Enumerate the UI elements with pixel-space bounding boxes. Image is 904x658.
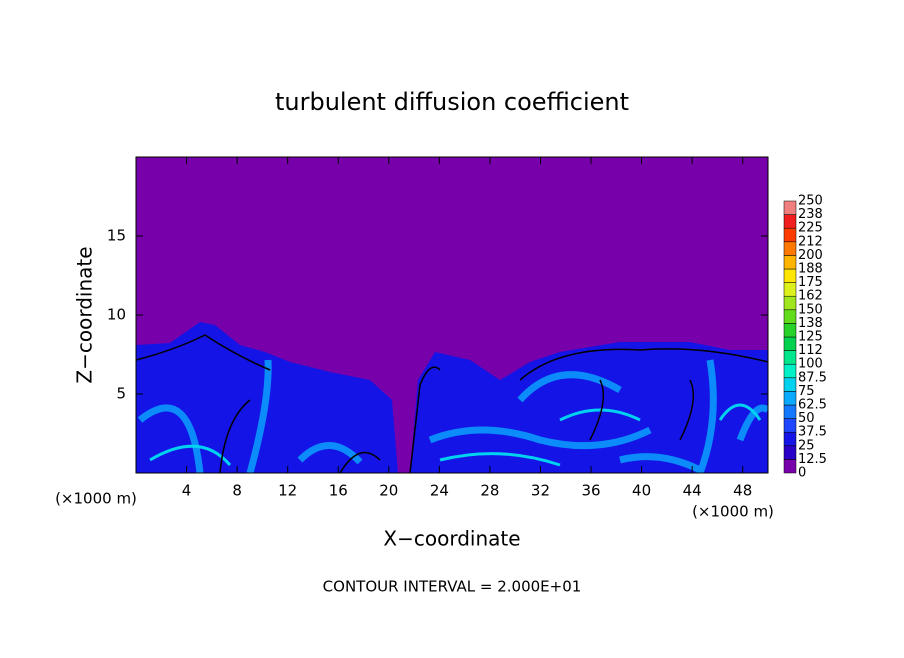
colorbar-label: 188 [798, 262, 823, 277]
colorbar-label: 200 [798, 248, 823, 263]
colorbar-box [783, 404, 797, 419]
colorbar-box [783, 295, 797, 311]
colorbar-box [783, 391, 797, 406]
footnote: CONTOUR INTERVAL = 2.000E+01 [323, 578, 582, 596]
colorbar-box [783, 309, 797, 324]
y-tick-label: 10 [107, 306, 126, 324]
x-unit-label: (×1000 m) [692, 503, 774, 521]
contour-line [136, 334, 768, 473]
colorbar-box [783, 350, 797, 365]
x-tick-label: 8 [232, 482, 242, 500]
colorbar-label: 100 [798, 357, 823, 372]
colorbar-label: 162 [798, 289, 823, 304]
colorbar-label: 87.5 [798, 370, 827, 385]
colorbar-label: 0 [798, 466, 806, 481]
colorbar-label: 125 [798, 330, 823, 345]
colorbar-label: 175 [798, 275, 823, 290]
colorbar-label: 150 [798, 302, 823, 317]
colorbar-label: 212 [798, 234, 823, 249]
colorbar-box [783, 268, 797, 283]
colorbar-box [783, 418, 797, 433]
colorbar-label: 25 [798, 438, 815, 453]
colorbar-label: 37.5 [798, 425, 827, 440]
x-tick-label: 20 [379, 482, 398, 500]
chart-title: turbulent diffusion coefficient [275, 88, 629, 116]
colorbar-box [783, 377, 797, 392]
colorbar-box [783, 363, 797, 379]
y-axis-label: Z−coordinate [73, 246, 97, 383]
colorbar-box [783, 282, 797, 297]
colorbar-label: 225 [798, 221, 823, 236]
colorbar-box [783, 459, 797, 474]
colorbar-label: 75 [798, 384, 815, 399]
field-region [410, 342, 768, 473]
x-axis-label: X−coordinate [383, 527, 520, 551]
colorbar-box [783, 431, 797, 447]
x-tick-label: 32 [531, 482, 550, 500]
colorbar-box [783, 323, 797, 338]
x-tick-label: 44 [683, 482, 702, 500]
y-tick-label: 15 [107, 227, 126, 245]
field-streak [149, 403, 762, 467]
x-tick-label: 16 [329, 482, 348, 500]
colorbar-box [783, 241, 797, 256]
colorbar-label: 138 [798, 316, 823, 331]
x-tick-label: 48 [733, 482, 752, 500]
colorbar-box [783, 227, 797, 243]
field [136, 157, 768, 473]
colorbar-box [783, 200, 797, 215]
x-tick-label: 12 [278, 482, 297, 500]
colorbar-box [783, 336, 797, 351]
x-tick-label: 36 [581, 482, 600, 500]
colorbar-label: 238 [798, 207, 823, 222]
colorbar-box [783, 255, 797, 270]
x-tick-label: 40 [632, 482, 651, 500]
colorbar-label: 62.5 [798, 398, 827, 413]
x-tick-label: 24 [430, 482, 449, 500]
y-tick-label: 5 [116, 385, 126, 403]
colorbar-label: 250 [798, 194, 823, 209]
colorbar-label: 50 [798, 411, 815, 426]
colorbar-label: 12.5 [798, 452, 827, 467]
colorbar-label: 112 [798, 343, 823, 358]
colorbar-box [783, 214, 797, 229]
y-unit-label: (×1000 m) [55, 490, 137, 508]
x-tick-label: 4 [182, 482, 192, 500]
x-tick-label: 28 [480, 482, 499, 500]
colorbar-box [783, 445, 797, 460]
